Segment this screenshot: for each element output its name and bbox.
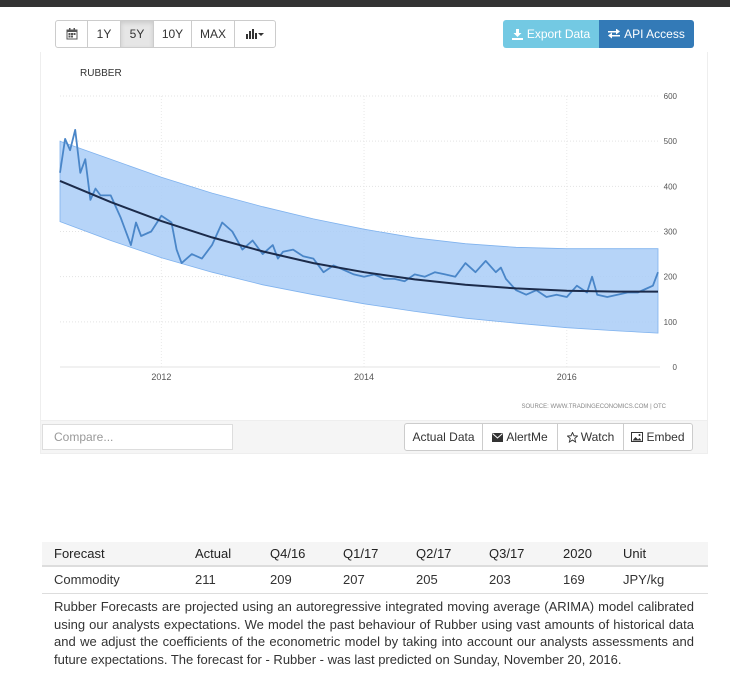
x-tick-label: 2014 (354, 372, 374, 382)
range-1y-button[interactable]: 1Y (88, 21, 121, 47)
chart-source: SOURCE: WWW.TRADINGECONOMICS.COM | OTC (521, 404, 666, 410)
forecast-band (59, 140, 659, 334)
header-unit: Unit (611, 542, 708, 567)
chart-title: RUBBER (80, 68, 122, 79)
star-icon (566, 431, 578, 443)
x-tick-label: 2016 (557, 372, 577, 382)
chart-panel (40, 52, 708, 420)
y-tick-label: 0 (673, 363, 678, 372)
trend-line (59, 179, 658, 293)
export-data-button[interactable]: Export Data (503, 20, 599, 48)
envelope-icon (492, 432, 504, 442)
y-tick-label: 500 (664, 137, 678, 146)
export-group: Export Data API Access (503, 20, 694, 48)
cell-q1-17: 207 (331, 566, 404, 594)
top-bar (0, 0, 730, 7)
image-icon (631, 432, 644, 442)
cell-category: Commodity (42, 566, 183, 594)
table-row: Commodity 211 209 207 205 203 169 JPY/kg (42, 566, 708, 594)
header-q1-17: Q1/17 (331, 542, 404, 567)
header-2020: 2020 (551, 542, 611, 567)
header-q2-17: Q2/17 (404, 542, 477, 567)
y-tick-label: 600 (664, 92, 678, 101)
calendar-icon (66, 28, 77, 40)
forecast-description: Rubber Forecasts are projected using an … (54, 599, 694, 667)
range-10y-button[interactable]: 10Y (154, 21, 192, 47)
embed-button[interactable]: Embed (624, 424, 692, 450)
range-max-button[interactable]: MAX (192, 21, 235, 47)
cell-unit: JPY/kg (611, 566, 708, 594)
cell-q4-16: 209 (258, 566, 331, 594)
actual-data-label: Actual Data (412, 430, 475, 444)
alert-me-button[interactable]: AlertMe (483, 424, 558, 450)
table-header-row: Forecast Actual Q4/16 Q1/17 Q2/17 Q3/17 … (42, 542, 708, 567)
api-access-label: API Access (624, 27, 685, 41)
alert-me-label: AlertMe (506, 430, 548, 444)
y-tick-label: 400 (664, 182, 678, 191)
chart-tools-group: Actual Data AlertMe Watch Embed (404, 423, 693, 451)
exchange-icon (608, 29, 621, 39)
api-access-button[interactable]: API Access (599, 20, 694, 48)
y-tick-label: 100 (664, 318, 678, 327)
header-q4-16: Q4/16 (258, 542, 331, 567)
range-5y-button[interactable]: 5Y (121, 21, 154, 47)
range-button-group: 1Y 5Y 10Y MAX (55, 20, 276, 48)
header-q3-17: Q3/17 (477, 542, 551, 567)
y-tick-label: 200 (664, 273, 678, 282)
watch-button[interactable]: Watch (558, 424, 624, 450)
y-tick-label: 300 (664, 228, 678, 237)
export-data-label: Export Data (526, 27, 591, 41)
download-icon (511, 28, 523, 40)
cell-actual: 211 (183, 566, 258, 594)
x-tick-label: 2012 (151, 372, 171, 382)
header-forecast: Forecast (42, 542, 183, 567)
compare-input[interactable] (42, 424, 233, 450)
forecast-table: Forecast Actual Q4/16 Q1/17 Q2/17 Q3/17 … (42, 542, 708, 594)
cell-q2-17: 205 (404, 566, 477, 594)
bar-chart-icon (246, 29, 264, 39)
embed-label: Embed (646, 430, 685, 444)
watch-label: Watch (580, 430, 615, 444)
calendar-button[interactable] (56, 21, 88, 47)
chart-type-dropdown[interactable] (235, 21, 275, 47)
cell-2020: 169 (551, 566, 611, 594)
header-actual: Actual (183, 542, 258, 567)
actual-data-button[interactable]: Actual Data (405, 424, 483, 450)
cell-q3-17: 203 (477, 566, 551, 594)
